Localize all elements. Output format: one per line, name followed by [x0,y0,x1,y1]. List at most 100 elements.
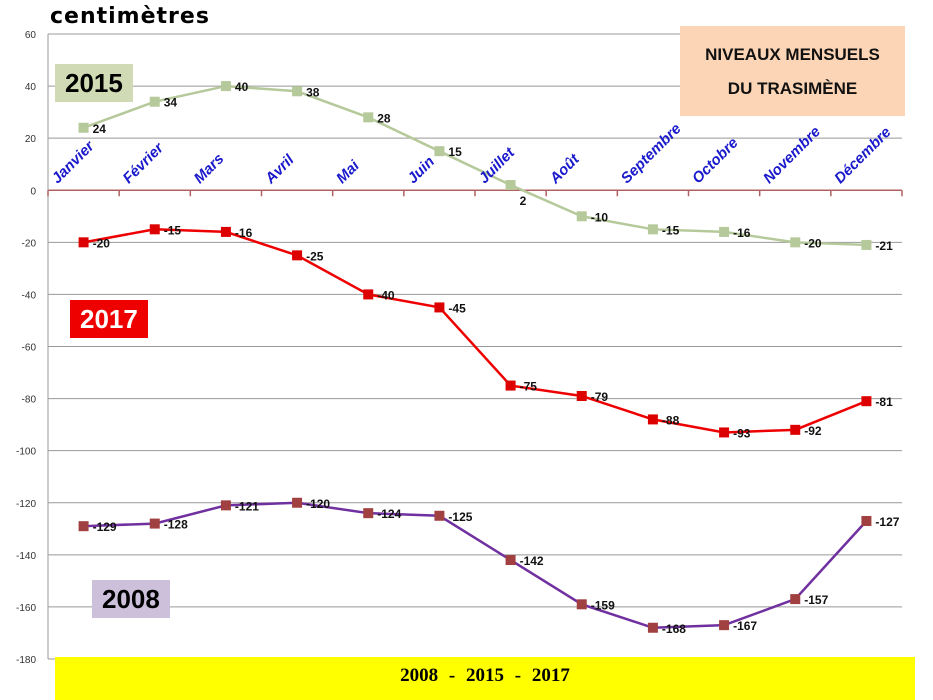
title-line-2: DU TRASIMÈNE [727,79,858,98]
chart-title: NIVEAUX MENSUELS DU TRASIMÈNE [680,26,905,116]
data-label: -142 [520,554,544,568]
data-point [292,497,303,508]
data-point [220,81,231,92]
y-tick-label: 0 [30,186,36,197]
data-label: -167 [733,619,757,633]
data-point [576,211,587,222]
x-tick-label: Mars [191,150,228,187]
data-point [861,239,872,250]
data-point [292,86,303,97]
data-point [505,555,516,566]
data-label: -25 [306,249,324,263]
data-label: -92 [804,424,822,438]
y-tick-label: -140 [16,551,36,562]
data-point [78,237,89,248]
data-label: 38 [306,85,320,99]
y-axis-label: centimètres [50,4,210,29]
x-tick-label: Septembre [618,120,685,187]
data-label: -21 [875,239,893,253]
data-point [505,380,516,391]
x-tick-label: Février [120,139,168,187]
y-tick-label: -180 [16,655,36,666]
data-point [434,302,445,313]
x-tick-label: Août [546,150,584,188]
data-label: -16 [733,226,751,240]
series-label-2015: 2015 [55,64,133,102]
data-label: 24 [93,122,107,136]
y-tick-label: 40 [25,82,37,93]
data-label: -168 [662,622,686,636]
y-tick-label: -20 [22,238,37,249]
data-point [78,521,89,532]
data-point [220,500,231,511]
x-tick-label: Octobre [689,134,742,187]
data-point [149,518,160,529]
data-point [647,622,658,633]
data-label: -124 [377,507,401,521]
data-point [292,250,303,261]
series-line-2008 [83,501,868,630]
data-point [861,515,872,526]
data-point [719,226,730,237]
y-tick-label: -60 [22,343,37,354]
series-line-2017 [83,228,867,434]
data-label: 28 [377,111,391,125]
data-label: -120 [306,497,330,511]
title-line-1: NIVEAUX MENSUELS [705,45,880,64]
data-label: 40 [235,80,249,94]
data-point [78,122,89,133]
data-label: -128 [164,518,188,532]
data-point [149,224,160,235]
x-tick-label: Juin [404,153,438,187]
y-tick-label: -100 [16,447,36,458]
data-label: 15 [448,145,462,159]
data-point [505,180,516,191]
data-point [790,594,801,605]
x-tick-label: Décembre [831,124,894,187]
x-tick-label: Avril [261,151,298,188]
data-point [790,424,801,435]
data-point [434,146,445,157]
y-tick-label: 20 [25,134,37,145]
data-label: -15 [164,223,182,237]
data-point [719,427,730,438]
data-label: -127 [875,515,899,529]
data-point [434,510,445,521]
data-label: -15 [662,223,680,237]
x-tick-label: Janvier [48,137,98,187]
x-tick-label: Novembre [760,123,824,187]
data-label: 34 [164,96,178,110]
data-point [647,414,658,425]
data-point [149,96,160,107]
series-line-2015 [83,84,867,247]
data-label: -159 [591,598,615,612]
data-point [861,396,872,407]
data-label: -121 [235,499,259,513]
data-point [647,224,658,235]
data-label: -20 [804,236,822,250]
x-tick-label: Mai [333,157,363,187]
data-point [576,390,587,401]
y-tick-label: -80 [22,395,37,406]
data-point [363,289,374,300]
data-label: -157 [804,593,828,607]
data-label: -10 [591,210,609,224]
data-label: -129 [93,520,117,534]
data-point [363,508,374,519]
data-label: -81 [875,395,893,409]
series-label-2008: 2008 [92,580,170,618]
footer-banner: 2008 - 2015 - 2017 [55,657,915,700]
data-point [220,226,231,237]
data-label: -93 [733,426,751,440]
data-label: -20 [93,236,111,250]
data-point [719,620,730,631]
y-tick-label: -160 [16,603,36,614]
y-tick-label: -120 [16,499,36,510]
y-tick-label: -40 [22,290,37,301]
data-label: -40 [377,288,395,302]
data-label: -79 [591,390,609,404]
data-point [576,599,587,610]
data-label: -75 [520,380,538,394]
data-label: -125 [448,510,472,524]
